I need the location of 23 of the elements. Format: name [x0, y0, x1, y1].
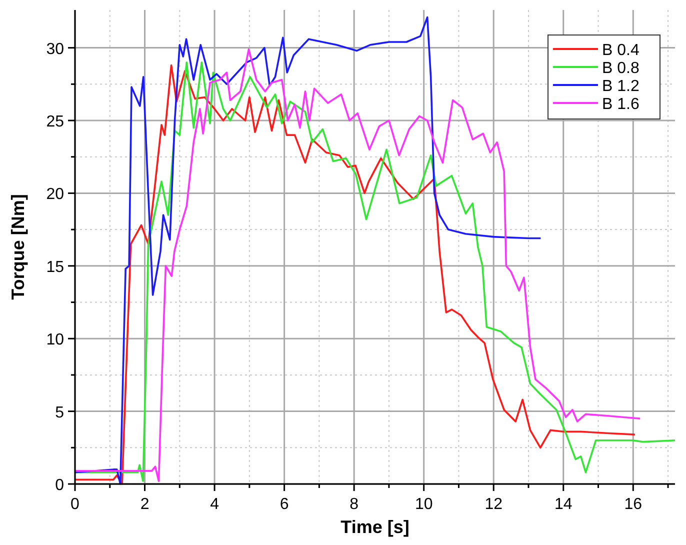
legend-label: B 1.6 [602, 96, 640, 113]
x-tick-label: 10 [414, 496, 433, 513]
legend-label: B 0.4 [602, 42, 640, 59]
legend-label: B 1.2 [602, 78, 640, 95]
x-tick-label: 14 [554, 496, 572, 513]
x-tick-label: 6 [280, 496, 289, 513]
y-tick-label: 5 [55, 404, 64, 422]
legend-label: B 0.8 [602, 60, 640, 77]
y-tick-label: 0 [55, 477, 64, 494]
y-tick-label: 15 [46, 258, 64, 276]
y-tick-label: 30 [46, 40, 64, 58]
x-tick-label: 0 [70, 496, 80, 513]
y-axis-title: Torque [Nm] [8, 194, 28, 300]
x-axis-title: Time [s] [340, 517, 410, 537]
x-tick-label: 12 [484, 496, 503, 513]
x-tick-label: 2 [140, 496, 150, 513]
x-tick-label: 16 [624, 496, 642, 513]
y-tick-label: 10 [46, 332, 64, 349]
x-tick-label: 4 [210, 496, 220, 513]
x-tick-label: 8 [350, 496, 359, 513]
y-tick-label: 25 [46, 114, 64, 131]
y-tick-label: 20 [46, 186, 64, 204]
line-series [74, 16, 542, 485]
